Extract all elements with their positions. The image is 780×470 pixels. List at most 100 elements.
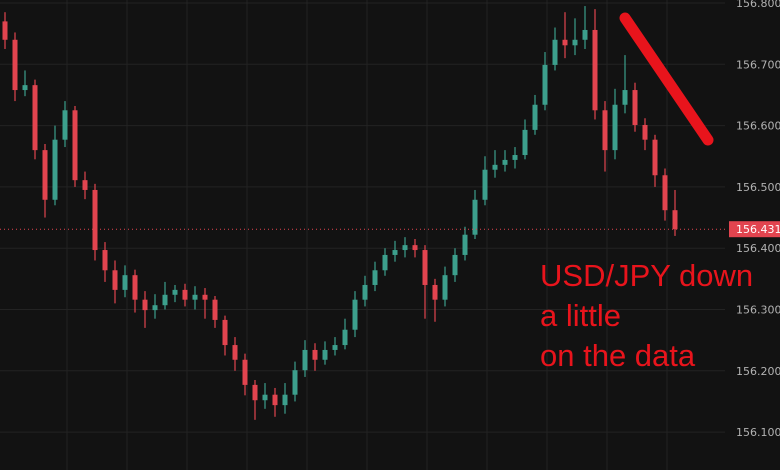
candle [452,248,458,282]
candle-body [272,394,278,406]
candle-body [232,345,238,360]
candle [202,288,208,319]
y-tick-label: 156.800 [736,0,780,10]
candle [52,125,58,206]
y-tick-label: 156.300 [736,304,780,317]
candle-body [292,370,298,395]
candle [142,291,148,328]
candle [182,283,188,307]
candle-body [582,29,588,40]
candle [292,361,298,402]
grid [0,0,725,470]
candle-body [152,305,158,311]
candle [602,101,608,172]
candle-body [502,159,508,165]
candle [412,239,418,258]
candle-body [52,139,58,200]
candle [102,242,108,282]
candle-body [662,175,668,211]
candle [652,134,658,187]
y-tick-label: 156.400 [736,242,780,255]
candle-body [32,85,38,151]
candle-body [62,110,68,140]
candle-body [372,270,378,285]
candle [2,12,8,49]
candle [532,94,538,135]
candle-body [332,345,338,350]
candle-body [212,299,218,320]
candle-body [492,164,498,170]
candle [642,118,648,151]
candle [222,315,228,356]
candle [32,79,38,160]
y-tick-label: 156.100 [736,426,780,439]
candle [302,340,308,377]
candle [352,291,358,338]
candle [552,27,558,71]
candle [612,88,618,160]
candle-body [482,169,488,200]
candle-body [282,394,288,406]
candle-body [552,39,558,65]
last-price-label: 156.431 [736,223,780,236]
candle-body [72,110,78,181]
candle [62,101,68,148]
annotation-line: a little [540,298,621,333]
candle-body [622,90,628,105]
candle-body [82,180,88,190]
candle-body [632,90,638,125]
y-tick-label: 156.500 [736,181,780,194]
candle-body [612,104,618,151]
candle-body [222,319,228,346]
trend-line-annotation [619,12,714,146]
candle [662,168,668,221]
candle [472,189,478,240]
last-price-line: 156.431 [0,221,780,238]
candle-body [572,39,578,46]
candle [442,266,448,307]
candle-body [602,110,608,151]
candle [42,143,48,218]
candle-body [142,299,148,311]
candle-body [412,245,418,251]
candle [342,318,348,350]
candle [542,52,548,111]
y-tick-label: 156.600 [736,120,780,133]
candle-body [42,150,48,200]
candle [502,150,508,172]
candle-body [252,384,258,401]
candle [362,275,368,307]
annotation-text: USD/JPY down a little on the data [540,256,753,376]
candle [322,341,328,365]
candle [512,147,518,169]
last-price-badge [729,221,780,238]
candle-body [542,64,548,105]
candle-body [172,289,178,295]
candle [312,343,318,371]
candle [112,260,118,304]
candle [172,284,178,303]
candle [332,337,338,356]
candle-body [362,284,368,300]
candle [22,70,28,97]
candle-body [352,299,358,330]
candle-body [92,189,98,251]
candle-body [162,294,168,306]
candle [392,240,398,262]
candle [92,183,98,261]
annotation-line: on the data [540,338,696,373]
candle-body [432,284,438,300]
candle-body [522,129,528,156]
candle [462,226,468,261]
candle [232,337,238,371]
candle-body [642,124,648,140]
candle [382,248,388,276]
candle [562,12,568,59]
candle-body [202,294,208,300]
candle-body [192,294,198,300]
candle [132,269,138,313]
candle [592,9,598,120]
candle-body [2,21,8,40]
candle-body [422,250,428,285]
